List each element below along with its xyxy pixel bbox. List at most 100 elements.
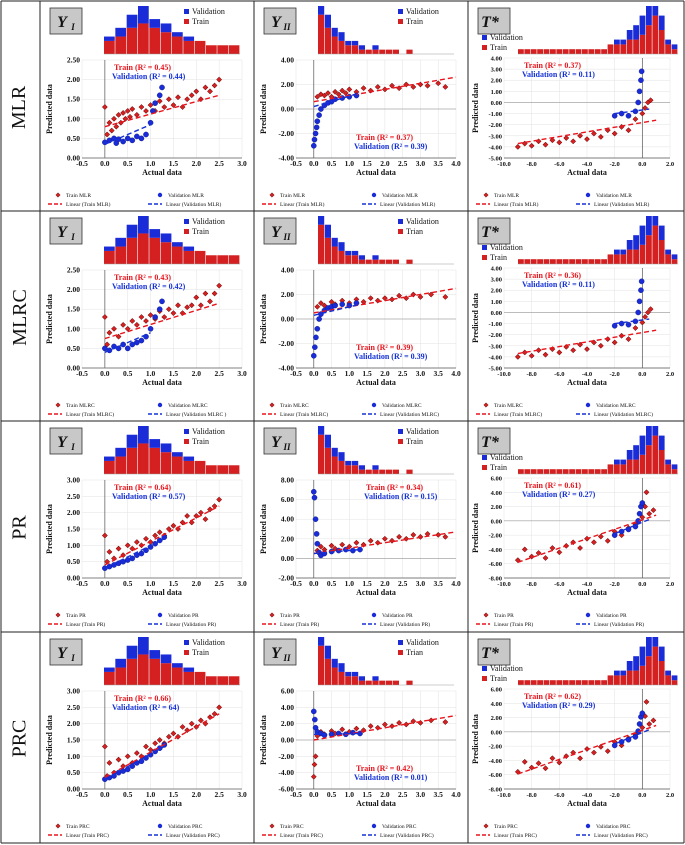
hist-bar-validation — [633, 235, 639, 250]
hist-bar-train — [338, 250, 345, 264]
validation-point — [636, 721, 643, 727]
train-point — [514, 143, 521, 150]
train-r2-label: Train (R² = 0.66) — [114, 694, 171, 703]
hist-legend-validation: Validation — [490, 664, 523, 673]
legend-train-fit-label: Linear (Train PR) — [494, 621, 533, 628]
y-tick-label: 6.00 — [491, 476, 502, 483]
column-badge — [477, 7, 511, 35]
hist-bar-train — [646, 235, 652, 264]
hist-bar-train — [379, 49, 386, 54]
x-tick-label: 0.5 — [123, 579, 133, 588]
hist-bar-train — [318, 434, 325, 474]
hist-bar-train — [206, 676, 217, 685]
hist-bar-validation — [652, 637, 659, 647]
hist-bar-train — [658, 661, 665, 685]
hist-bar-train — [149, 658, 161, 685]
train-point — [442, 719, 449, 725]
hist-bar-train — [104, 250, 115, 264]
validation-point — [313, 334, 319, 341]
x-tick-label: 0.0 — [309, 369, 319, 378]
train-point — [133, 750, 140, 757]
hist-bar-train — [633, 670, 639, 685]
train-point — [339, 541, 346, 548]
train-point — [417, 293, 424, 300]
x-tick-label: 0.0 — [100, 579, 110, 588]
x-tick-label: 0.0 — [100, 369, 110, 378]
train-fit-line — [517, 514, 657, 563]
train-point — [193, 294, 200, 301]
y-tick-label: 0.00 — [491, 100, 502, 107]
hist-legend-validation-swatch — [184, 9, 189, 14]
train-point — [389, 82, 395, 89]
hist-legend-validation: Validation — [192, 638, 225, 647]
hist-bar-train — [518, 259, 524, 264]
column-badge-main: Y — [57, 224, 68, 241]
legend-validation-label: Validation MLRC — [382, 403, 422, 409]
legend-validation-label: Validation MLR — [168, 193, 204, 199]
train-point — [124, 542, 131, 549]
hist-bar-train — [575, 49, 582, 54]
train-point — [646, 721, 653, 727]
hist-bar-train — [633, 39, 639, 54]
validation-r2-label: Validation (R² = 0.11) — [522, 280, 595, 289]
hist-bar-train — [160, 663, 172, 685]
hist-bar-train — [115, 36, 127, 54]
hist-bar-train — [365, 259, 372, 264]
legend-validation-fit-label: Linear (Validation MLR) — [594, 201, 649, 208]
train-fit-line — [517, 724, 657, 775]
hist-bar-train — [126, 27, 138, 54]
validation-point — [312, 344, 318, 350]
x-tick-label: -2.0 — [610, 581, 620, 588]
train-point — [597, 743, 604, 750]
hist-legend-validation: Validation — [192, 7, 225, 16]
y-tick-label: 0.00 — [281, 736, 294, 745]
train-point — [584, 346, 590, 353]
hist-legend-train: Train — [192, 648, 209, 657]
y-tick-label: 3.00 — [67, 687, 80, 696]
validation-point — [314, 118, 321, 125]
y-tick-label: -6.00 — [488, 772, 502, 779]
legend-validation-fit-label: Linear (Validation MLRC) — [380, 411, 439, 418]
train-point — [216, 76, 223, 83]
train-point — [590, 749, 597, 756]
train-point — [115, 111, 122, 118]
y-axis-title: Predicted data — [259, 294, 268, 344]
x-axis-title: Actual data — [356, 168, 396, 177]
y-tick-label: 1.00 — [67, 541, 80, 550]
train-point — [556, 139, 563, 146]
validation-point — [339, 301, 346, 308]
hist-bar-train — [665, 44, 671, 54]
hist-bar-validation — [172, 32, 183, 37]
hist-bar-train — [126, 658, 138, 685]
y-tick-label: 0.00 — [491, 310, 502, 317]
hist-legend-validation-swatch — [398, 219, 403, 224]
hist-legend-train-swatch — [184, 229, 189, 234]
train-fit-line — [517, 329, 657, 355]
train-point — [165, 306, 172, 313]
hist-legend-train: Train — [406, 17, 423, 26]
x-tick-label: 0.0 — [100, 159, 110, 168]
hist-bar-validation — [665, 670, 671, 676]
train-point — [435, 531, 442, 538]
hist-bar-validation — [338, 452, 345, 461]
legend-validation-fit-label: Linear (Validation MLRC ) — [166, 411, 227, 418]
hist-bar-train — [671, 259, 678, 264]
hist-bar-train — [324, 658, 331, 685]
train-point — [403, 721, 410, 728]
validation-point — [625, 321, 632, 328]
train-point — [549, 137, 556, 144]
hist-bar-validation — [646, 426, 652, 446]
x-tick-label: -0.5 — [76, 159, 88, 168]
train-point — [147, 102, 154, 109]
hist-bar-train — [358, 469, 365, 474]
y-tick-label: 4.00 — [281, 515, 294, 524]
y-tick-label: 2.00 — [281, 290, 294, 299]
x-tick-label: 2.0 — [380, 790, 390, 799]
x-tick-label: 1.0 — [146, 159, 156, 168]
hist-bar-validation — [352, 40, 359, 46]
x-tick-label: 2.5 — [398, 159, 408, 168]
hist-bar-train — [588, 469, 595, 474]
hist-bar-train — [652, 225, 659, 264]
hist-legend-train: Train — [406, 437, 423, 446]
